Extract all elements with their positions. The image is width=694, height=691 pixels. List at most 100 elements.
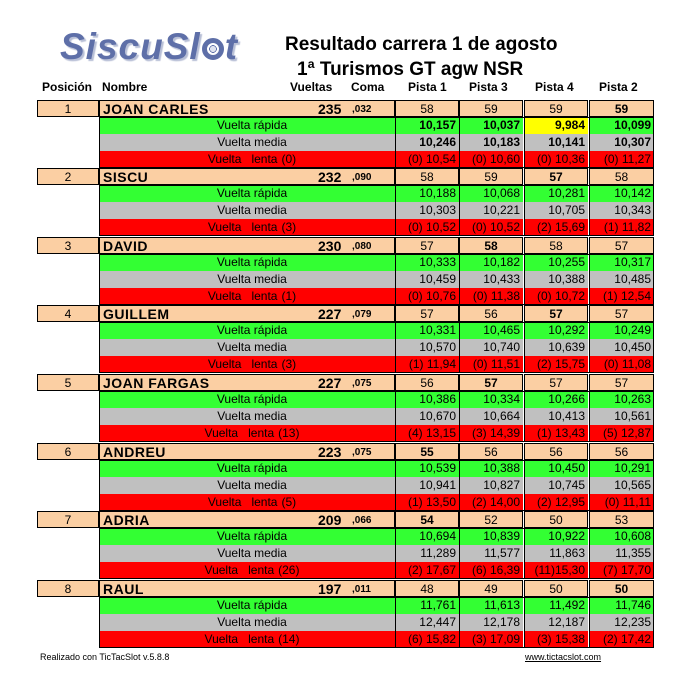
track-laps-4: 59 [589,100,654,117]
track-laps-3: 57 [524,168,588,185]
average-lap-track-1: 10,670 [395,408,459,425]
slow-lap-label: Vuelta lenta [207,495,278,509]
slow-lap-track-4: (0) 11,11 [589,494,654,511]
slow-lap-row: Vuelta lenta (26) (2) 17,67 (6) 16,39 (11)15… [0,562,694,579]
slow-lap-label-cell: Vuelta lenta (26) [99,562,395,579]
fastest-lap-label: Vuelta rápida [99,391,395,408]
track-laps-1: 54 [395,511,459,528]
track-laps-4: 57 [589,305,654,322]
driver-lap-decimal: ,066 [352,515,372,526]
slow-lap-track-1: (6) 15,82 [395,631,459,648]
slow-lap-track-1: (1) 11,94 [395,356,459,373]
driver-summary-row: 3 DAVID 230,080 57 58 58 57 [0,237,694,254]
race-title: Resultado carrera 1 de agosto [285,34,558,55]
fastest-lap-track-4: 10,608 [589,528,654,545]
average-lap-track-2: 10,827 [459,477,523,494]
slow-lap-track-4: (7) 17,70 [589,562,654,579]
average-lap-row: Vuelta media 10,670 10,664 10,413 10,561 [0,408,694,425]
fastest-lap-track-2: 11,613 [459,597,523,614]
header-position: Posición [42,80,93,94]
slow-lap-count: (3) [281,220,297,234]
fastest-lap-label: Vuelta rápida [99,117,395,134]
slow-lap-count: (1) [281,289,297,303]
slow-lap-count: (14) [278,632,300,646]
track-laps-4: 58 [589,168,654,185]
fastest-lap-label: Vuelta rápida [99,322,395,339]
header-track-2: Pista 2 [599,80,638,94]
slow-lap-track-3: (0) 10,72 [524,288,588,305]
driver-lap-decimal: ,080 [352,241,372,252]
driver-name-cell: ANDREU 223 ,075 [99,443,395,460]
fastest-lap-row: Vuelta rápida 10,386 10,334 10,266 10,263 [0,391,694,408]
slow-lap-label-cell: Vuelta lenta (5) [99,494,395,511]
slow-lap-track-3: (1) 13,43 [524,425,588,442]
driver-summary-row: 1 JOAN CARLES 235,032 58 59 59 59 [0,100,694,117]
fastest-lap-track-2: 10,388 [459,460,523,477]
slow-lap-track-4: (0) 11,27 [589,151,654,168]
driver-total-laps: 230 [318,238,342,254]
driver-summary-row: 5 JOAN FARGAS 227,075 56 57 57 57 [0,374,694,391]
footer-website-link[interactable]: www.tictacslot.com [525,652,602,662]
slow-lap-track-1: (1) 13,50 [395,494,459,511]
driver-name: JOAN CARLES [103,101,209,117]
race-category: 1ª Turismos GT agw NSR [297,59,524,80]
driver-name: JOAN FARGAS [103,375,210,391]
slow-lap-count: (0) [281,152,297,166]
footer-credit: Realizado con TicTacSlot v.5.8.8 [40,652,170,662]
track-laps-4: 56 [589,443,654,460]
slow-lap-track-3: (11)15,30 [524,562,588,579]
driver-total-laps: 209 [318,512,342,528]
track-laps-4: 50 [589,580,654,597]
slow-lap-label-cell: Vuelta lenta (13) [99,425,395,442]
track-laps-1: 58 [395,100,459,117]
driver-name: ADRIA [103,512,150,528]
slow-lap-label: Vuelta lenta [207,289,278,303]
driver-lap-decimal: ,079 [352,309,372,320]
fastest-lap-track-1: 10,157 [395,117,459,134]
average-lap-track-4: 12,235 [589,614,654,631]
slow-lap-track-2: (2) 14,00 [459,494,523,511]
fastest-lap-track-3: 10,255 [524,254,588,271]
track-laps-2: 59 [459,100,523,117]
fastest-lap-track-3: 10,450 [524,460,588,477]
average-lap-track-2: 10,433 [459,271,523,288]
slow-lap-row: Vuelta lenta (1) (0) 10,76 (0) 11,38 (0) 10,… [0,288,694,305]
slow-lap-track-1: (4) 13,15 [395,425,459,442]
driver-position: 4 [37,305,99,322]
driver-lap-decimal: ,011 [352,584,371,595]
slow-lap-label-cell: Vuelta lenta (0) [99,151,395,168]
fastest-lap-track-1: 11,761 [395,597,459,614]
driver-name-cell: SISCU 232 ,090 [99,168,395,185]
fastest-lap-track-3: 10,266 [524,391,588,408]
driver-name-cell: JOAN CARLES 235 ,032 [99,100,395,117]
slow-lap-label-cell: Vuelta lenta (1) [99,288,395,305]
driver-name: GUILLEM [103,306,170,322]
track-laps-3: 57 [524,305,588,322]
driver-position: 2 [37,168,99,185]
track-laps-1: 56 [395,374,459,391]
average-lap-track-1: 10,303 [395,202,459,219]
slow-lap-track-4: (0) 11,08 [589,356,654,373]
fastest-lap-track-4: 11,746 [589,597,654,614]
fastest-lap-track-2: 10,334 [459,391,523,408]
slow-lap-track-2: (3) 14,39 [459,425,523,442]
fastest-lap-row: Vuelta rápida 11,761 11,613 11,492 11,746 [0,597,694,614]
slow-lap-row: Vuelta lenta (3) (0) 10,52 (0) 10,52 (2) 15,… [0,219,694,236]
driver-name-cell: DAVID 230 ,080 [99,237,395,254]
track-laps-2: 56 [459,305,523,322]
slow-lap-track-4: (1) 12,54 [589,288,654,305]
driver-name: RAUL [103,581,144,597]
track-laps-1: 57 [395,237,459,254]
header-track-1: Pista 1 [408,80,447,94]
fastest-lap-row: Vuelta rápida 10,539 10,388 10,450 10,291 [0,460,694,477]
average-lap-track-4: 10,450 [589,339,654,356]
slow-lap-label: Vuelta lenta [204,632,275,646]
fastest-lap-track-1: 10,386 [395,391,459,408]
driver-name-cell: RAUL 197 ,011 [99,580,395,597]
driver-position: 5 [37,374,99,391]
driver-position: 6 [37,443,99,460]
fastest-lap-track-1: 10,188 [395,185,459,202]
average-lap-track-1: 10,246 [395,134,459,151]
fastest-lap-row: Vuelta rápida 10,331 10,465 10,292 10,249 [0,322,694,339]
track-laps-3: 50 [524,580,588,597]
